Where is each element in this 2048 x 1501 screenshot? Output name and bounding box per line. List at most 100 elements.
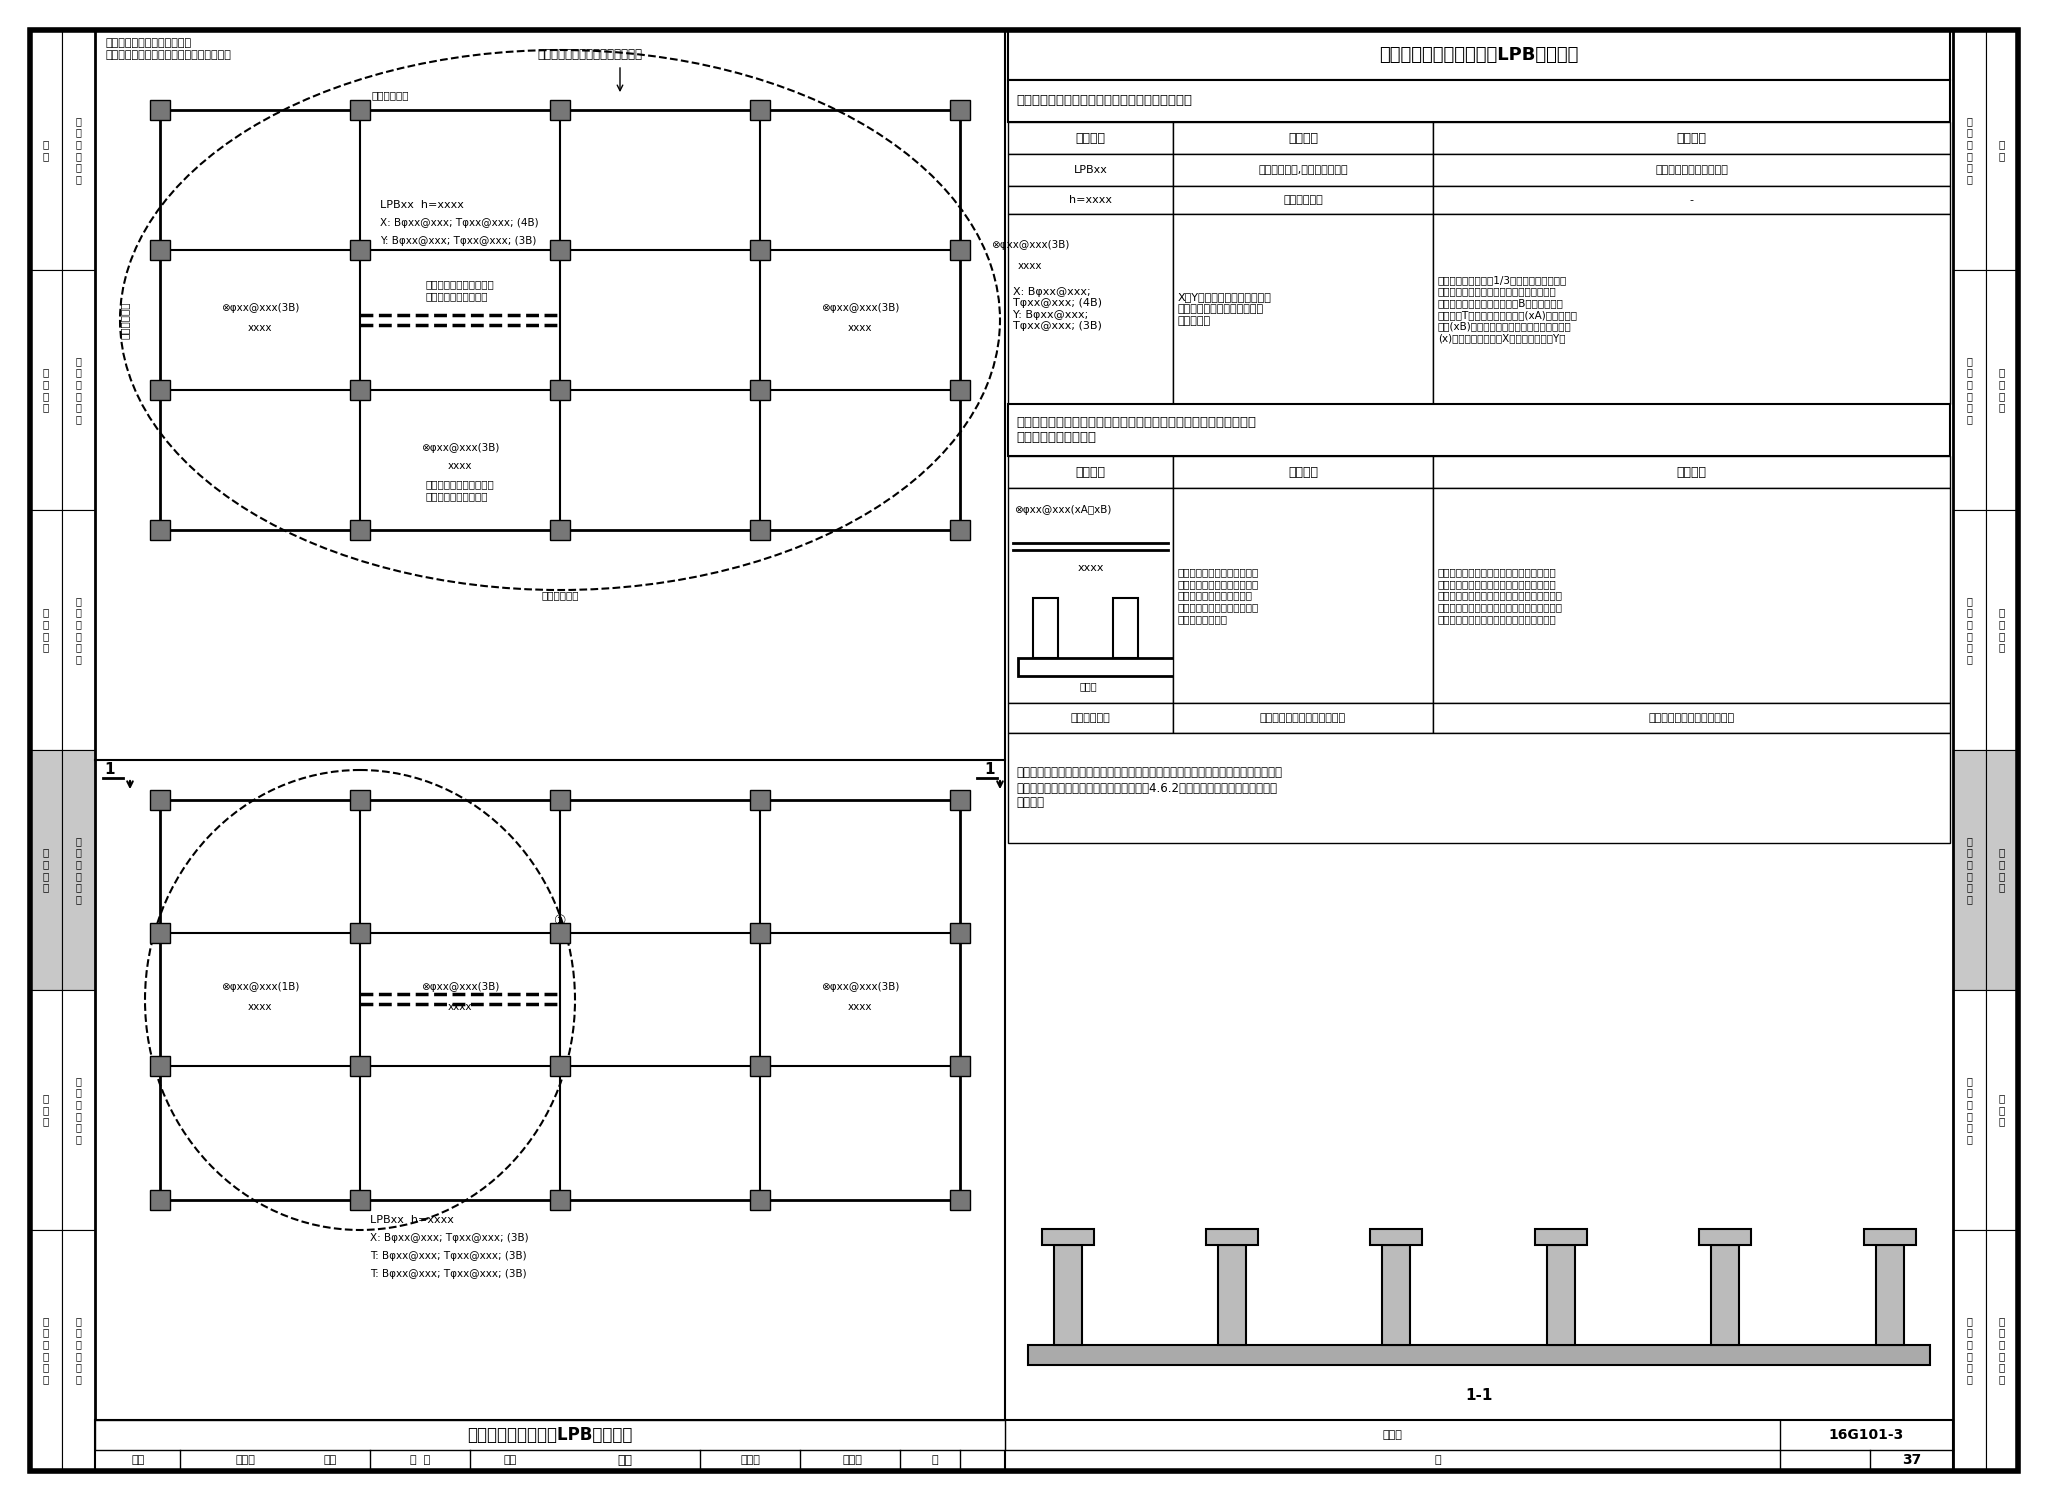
Text: 桩
基
础: 桩 基 础 <box>43 1093 49 1127</box>
Bar <box>1206 1229 1257 1244</box>
Bar <box>1008 456 1174 488</box>
Bar <box>1434 155 1950 186</box>
Text: -: - <box>1690 195 1694 206</box>
Text: 梁板式筏形基础基础平板LPB标注说明: 梁板式筏形基础基础平板LPB标注说明 <box>1378 47 1579 65</box>
Bar <box>61 991 94 1229</box>
Text: 为梁板式基础的基础平板: 为梁板式基础的基础平板 <box>1655 165 1729 176</box>
Bar <box>150 380 170 399</box>
Text: 注写形式: 注写形式 <box>1075 132 1106 144</box>
Bar <box>1987 750 2017 991</box>
Text: 平
法
制
图
规
则: 平 法 制 图 规 则 <box>1966 1076 1972 1144</box>
Text: ⊗φxx@xxx(3B): ⊗φxx@xxx(3B) <box>821 982 899 992</box>
Bar <box>950 923 971 943</box>
Text: 郁银泉: 郁银泉 <box>236 1456 254 1465</box>
Text: h=xxxx: h=xxxx <box>1069 195 1112 206</box>
Bar <box>1434 456 1950 488</box>
Bar <box>1174 702 1434 732</box>
Bar <box>1174 186 1434 215</box>
Bar <box>31 270 61 510</box>
Text: 基
础
相
关
构
造: 基 础 相 关 构 造 <box>43 1316 49 1384</box>
Bar <box>1987 510 2017 750</box>
Text: 高志强: 高志强 <box>739 1456 760 1465</box>
Bar <box>551 1057 569 1076</box>
Bar <box>950 519 971 540</box>
Bar <box>551 923 569 943</box>
Bar <box>1174 456 1434 488</box>
Text: X: Bφxx@xxx;
Tφxx@xxx; (4B)
Y: Bφxx@xxx;
Tφxx@xxx; (3B): X: Bφxx@xxx; Tφxx@xxx; (4B) Y: Bφxx@xxx;… <box>1014 287 1102 332</box>
Bar <box>94 1420 1006 1450</box>
Text: 总
则: 总 则 <box>1999 140 2005 161</box>
Bar <box>61 1229 94 1469</box>
Bar <box>350 923 371 943</box>
Text: 1-1: 1-1 <box>1464 1387 1493 1402</box>
Bar <box>950 1190 971 1210</box>
Text: 吴主淮: 吴主淮 <box>842 1456 862 1465</box>
Text: 平
法
制
图
规
则: 平 法 制 图 规 则 <box>1966 836 1972 904</box>
Bar <box>750 923 770 943</box>
Bar <box>350 380 371 399</box>
Bar <box>1434 186 1950 215</box>
Text: 独
立
基
础: 独 立 基 础 <box>43 368 49 413</box>
Bar <box>750 240 770 260</box>
Text: 校对: 校对 <box>324 1456 336 1465</box>
Bar <box>61 270 94 510</box>
Bar <box>350 1190 371 1210</box>
Bar <box>1219 1244 1245 1345</box>
Bar <box>1042 1229 1094 1244</box>
Text: xxxx: xxxx <box>248 1003 272 1012</box>
Text: 刘  敏: 刘 敏 <box>410 1456 430 1465</box>
Bar <box>1954 270 1987 510</box>
Text: 37: 37 <box>1903 1453 1921 1468</box>
Text: 总
则: 总 则 <box>43 140 49 161</box>
Text: X: Bφxx@xxx; Tφxx@xxx; (3B): X: Bφxx@xxx; Tφxx@xxx; (3B) <box>371 1232 528 1243</box>
Text: 平
法
制
图
规
则: 平 法 制 图 规 则 <box>76 1076 82 1144</box>
Bar <box>94 1420 1954 1471</box>
Bar <box>551 380 569 399</box>
Text: 页: 页 <box>1434 1456 1442 1465</box>
Text: 集中标注（双向均在第一跨引出）: 集中标注（双向均在第一跨引出） <box>537 48 643 62</box>
Text: xxxx: xxxx <box>449 1003 473 1012</box>
Text: 跨内伸出长度: 跨内伸出长度 <box>121 302 129 339</box>
Bar <box>1008 122 1174 155</box>
Text: 相同配筋横向布置的跨数
及有无布置到外伸部位: 相同配筋横向布置的跨数 及有无布置到外伸部位 <box>426 279 494 300</box>
Text: 基础梁: 基础梁 <box>1079 681 1098 690</box>
Text: LPBxx  h=xxxx: LPBxx h=xxxx <box>371 1214 455 1225</box>
Bar <box>1954 991 1987 1229</box>
Text: 表达内容: 表达内容 <box>1288 132 1319 144</box>
Text: T: Bφxx@xxx; Tφxx@xxx; (3B): T: Bφxx@xxx; Tφxx@xxx; (3B) <box>371 1268 526 1279</box>
Bar <box>750 790 770 811</box>
Text: 原位标注的修正内容取值优先: 原位标注的修正内容取值优先 <box>1649 713 1735 723</box>
Bar <box>1174 215 1434 404</box>
Bar <box>1008 488 1174 702</box>
Text: 审核: 审核 <box>131 1456 145 1465</box>
Bar <box>150 1190 170 1210</box>
Bar <box>551 519 569 540</box>
Text: 独
立
基
础: 独 立 基 础 <box>1999 368 2005 413</box>
Text: ①: ① <box>553 914 565 928</box>
Bar <box>1008 186 1174 215</box>
Text: 1: 1 <box>985 763 995 778</box>
Text: 筏
形
基
础: 筏 形 基 础 <box>43 848 49 893</box>
Bar <box>150 240 170 260</box>
Bar <box>950 240 971 260</box>
Bar <box>350 240 371 260</box>
Text: 底部纵筋应有不少于1/3贯通全跨，注意与非
贯通纵筋组合设置的具体要求，详见制图规
则。顶部纵筋应全跨连通。用B引导底部贯通
纵筋，用T引导顶部贯通纵筋。(xA: 底部纵筋应有不少于1/3贯通全跨，注意与非 贯通纵筋组合设置的具体要求，详见制图… <box>1438 275 1579 344</box>
Bar <box>31 510 61 750</box>
Bar <box>61 510 94 750</box>
Text: 平
法
制
图
规
则: 平 法 制 图 规 则 <box>1966 1316 1972 1384</box>
Bar <box>150 790 170 811</box>
Bar <box>1018 657 1178 675</box>
Text: 跨内伸出长度: 跨内伸出长度 <box>541 590 580 600</box>
Text: 板底部附加非贯通纵筋的原位标注说明：原位标注应在基础梁下相同
配筋跨的第一跨下注写: 板底部附加非贯通纵筋的原位标注说明：原位标注应在基础梁下相同 配筋跨的第一跨下注… <box>1016 416 1255 444</box>
Bar <box>1032 597 1059 657</box>
Bar <box>1112 597 1139 657</box>
Text: xxxx: xxxx <box>1018 261 1042 272</box>
Bar <box>1434 215 1950 404</box>
Text: 条
形
基
础: 条 形 基 础 <box>43 608 49 653</box>
Bar <box>1434 488 1950 702</box>
Text: 集中标注说明：集中标注应在双向均为第一跨引出: 集中标注说明：集中标注应在双向均为第一跨引出 <box>1016 95 1192 108</box>
Text: 平
法
制
图
规
则: 平 法 制 图 规 则 <box>1966 596 1972 663</box>
Bar <box>1434 122 1950 155</box>
Text: LPBxx  h=xxxx: LPBxx h=xxxx <box>381 200 465 210</box>
Bar <box>750 519 770 540</box>
